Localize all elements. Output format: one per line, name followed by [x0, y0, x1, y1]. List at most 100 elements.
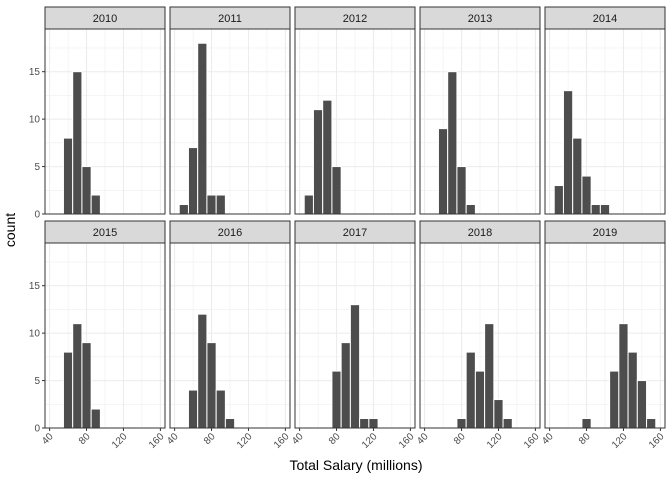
histogram-bar [465, 351, 476, 429]
histogram-bar [599, 204, 611, 215]
histogram-bar [359, 418, 370, 429]
x-tick-label: 160 [272, 431, 292, 451]
histogram-bar [72, 323, 83, 429]
panel-border [169, 242, 291, 429]
x-tick-label: 160 [397, 431, 417, 451]
x-tick-label: 120 [235, 431, 255, 451]
histogram-bar [636, 380, 648, 429]
facet-panels: 2010 2011 2012 2013 2014 2015 2016 2017 2018 2019 [44, 6, 666, 429]
histogram-bar [206, 342, 217, 429]
facet-strip-label: 2015 [93, 227, 117, 239]
facet-panel-2015: 2015 [44, 220, 166, 429]
y-tick-label: 5 [34, 376, 40, 387]
facet-panel-2016: 2016 [169, 220, 291, 429]
x-axis-title: Total Salary (millions) [289, 457, 422, 473]
facet-strip-label: 2019 [593, 227, 617, 239]
panel-border [169, 28, 291, 215]
facet-strip-label: 2011 [218, 13, 242, 25]
facet-panel-2019: 2019 [544, 220, 666, 429]
facet-panel-2017: 2017 [294, 220, 416, 429]
histogram-bar [303, 194, 314, 215]
histogram-bar [331, 166, 342, 215]
histogram-bar [187, 389, 199, 429]
histogram-bar [62, 137, 74, 215]
histogram-bar [312, 109, 324, 215]
y-tick-label: 15 [29, 67, 41, 78]
histogram-bar [197, 42, 208, 215]
x-tick-label: 120 [610, 431, 630, 451]
histogram-bar [609, 370, 620, 429]
panel-border [44, 242, 166, 429]
histogram-bar [456, 418, 467, 429]
histogram-bar [197, 313, 208, 429]
x-tick-label: 160 [147, 431, 167, 451]
x-tick-label: 120 [360, 431, 380, 451]
facet-strip-label: 2012 [343, 13, 367, 25]
histogram-bar [331, 370, 342, 429]
y-tick-label: 10 [29, 329, 41, 340]
panel-border [419, 28, 541, 215]
facet-strip-label: 2017 [343, 227, 367, 239]
histogram-bar [340, 342, 351, 429]
facet-panel-2010: 2010 [44, 6, 166, 215]
facet-panel-2011: 2011 [169, 6, 291, 215]
x-tick-label: 160 [522, 431, 542, 451]
histogram-bar [562, 90, 574, 215]
histogram-bar [215, 389, 226, 429]
histogram-bar [502, 418, 513, 429]
panel-border [544, 28, 666, 215]
histogram-bar [465, 204, 476, 215]
panel-border [294, 242, 416, 429]
facet-strip-label: 2014 [593, 13, 617, 25]
panel-border [44, 28, 166, 215]
panel-border [544, 242, 666, 429]
facet-strip-label: 2016 [218, 227, 242, 239]
histogram-bar [646, 418, 657, 429]
histogram-bar [581, 175, 592, 215]
x-tick-label: 40 [40, 431, 56, 447]
facet-strip-label: 2010 [93, 13, 117, 25]
histogram-bar [322, 99, 333, 215]
histogram-bar [224, 418, 236, 429]
y-axis-title: count [2, 213, 18, 247]
facet-panel-2018: 2018 [419, 220, 541, 429]
x-tick-label: 120 [110, 431, 130, 451]
facet-panel-2013: 2013 [419, 6, 541, 215]
histogram-bar [62, 351, 74, 429]
histogram-bar [572, 137, 583, 215]
x-tick-label: 40 [540, 431, 556, 447]
histogram-bar [206, 194, 217, 215]
x-tick-label: 80 [327, 431, 343, 447]
facet-panel-2012: 2012 [294, 6, 416, 215]
facet-panel-2014: 2014 [544, 6, 666, 215]
histogram-bar [590, 204, 601, 215]
histogram-bar [178, 204, 189, 215]
x-tick-label: 160 [647, 431, 667, 451]
panel-border [294, 28, 416, 215]
facet-strip-label: 2013 [468, 13, 492, 25]
histogram-bar [581, 418, 592, 429]
y-axis-ticks: 0 5 10 15 0 5 10 15 [29, 67, 45, 435]
y-tick-label: 0 [34, 210, 40, 221]
histogram-bar [456, 166, 467, 215]
x-tick-label: 80 [77, 431, 93, 447]
x-tick-label: 40 [415, 431, 431, 447]
histogram-bar [484, 323, 495, 429]
y-tick-label: 0 [34, 424, 40, 435]
histogram-bar [447, 71, 458, 215]
y-tick-label: 5 [34, 162, 40, 173]
x-tick-label: 80 [452, 431, 468, 447]
histogram-bar [437, 128, 449, 215]
histogram-bar [81, 166, 92, 215]
histogram-bar [493, 399, 504, 429]
y-tick-label: 15 [29, 281, 41, 292]
x-tick-label: 80 [202, 431, 218, 447]
histogram-bar [553, 185, 564, 215]
histogram-bar [90, 194, 101, 215]
histogram-bar [618, 323, 629, 429]
histogram-bar [474, 370, 486, 429]
histogram-bar [81, 342, 92, 429]
histogram-bar [187, 147, 199, 215]
panel-border [419, 242, 541, 429]
